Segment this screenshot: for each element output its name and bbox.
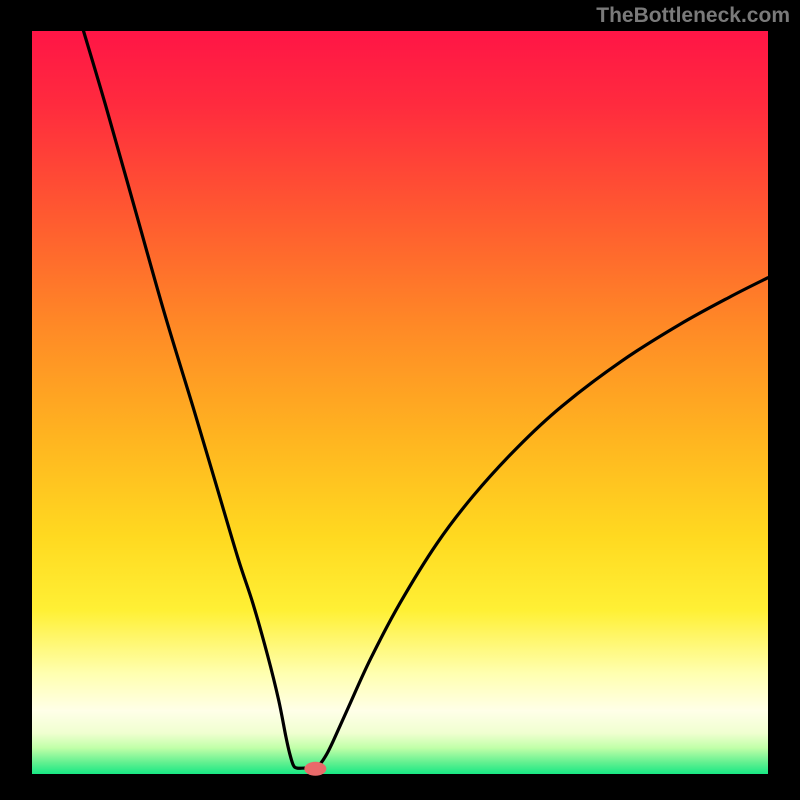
optimum-marker	[304, 762, 326, 776]
plot-background	[32, 31, 768, 774]
bottleneck-chart	[0, 0, 800, 800]
watermark-text: TheBottleneck.com	[596, 4, 790, 28]
chart-container: TheBottleneck.com	[0, 0, 800, 800]
